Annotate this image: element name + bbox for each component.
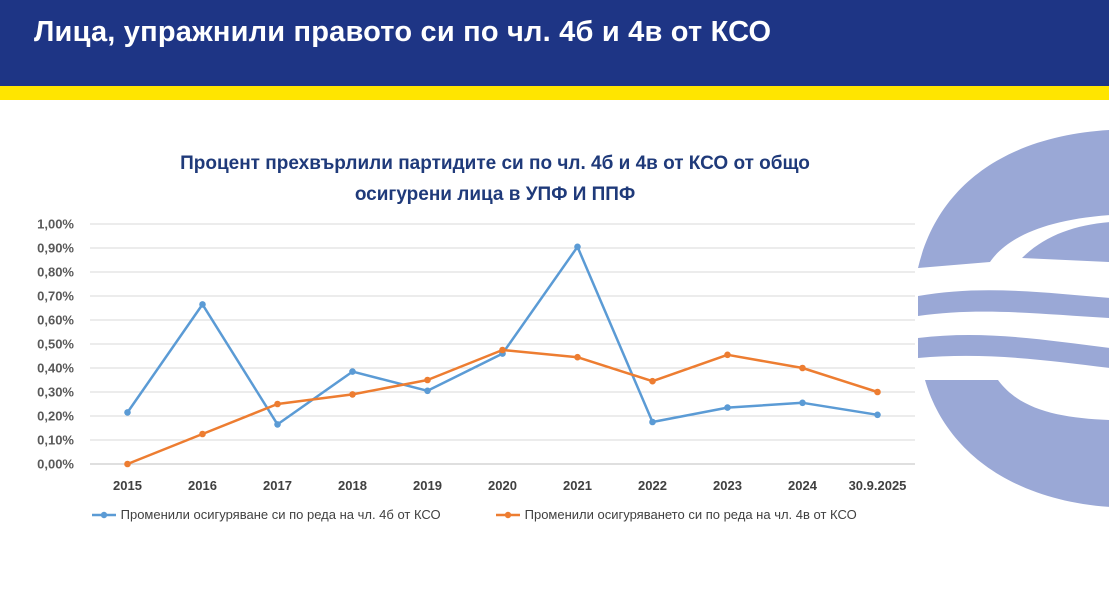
data-point [424,376,431,384]
legend-label-4b: Променили осигуряване си по реда на чл. … [120,507,441,523]
data-point [424,387,431,395]
yellow-stripe [0,86,1109,100]
data-point [799,399,806,407]
x-tick-label: 30.9.2025 [849,478,907,493]
chart-title-line-2: осигурени лица в УПФ И ППФ [354,184,636,205]
x-tick-label: 2022 [638,478,667,493]
y-tick-label: 0,10% [37,433,74,448]
chart-title: Процент прехвърлили партидите си по чл. … [100,148,890,210]
data-point [724,351,731,359]
page-title: Лица, упражнили правото си по чл. 4б и 4… [34,16,772,48]
data-point [649,418,656,426]
x-tick-label: 2021 [563,478,592,493]
x-tick-label: 2017 [263,478,292,493]
data-point [274,400,281,408]
data-point [649,377,656,385]
data-point [574,353,581,361]
data-point [874,388,881,396]
x-tick-label: 2015 [113,478,142,493]
chart-title-line-1: Процент прехвърлили партидите си по чл. … [180,153,810,174]
legend-marker-4b [92,511,116,518]
series-line-4v [126,348,879,466]
x-tick-label: 2023 [713,478,742,493]
data-point [799,364,806,372]
series-line-4b [126,245,879,426]
chart-legend: Променили осигуряване си по реда на чл. … [91,506,921,526]
y-tick-label: 0,90% [37,241,74,256]
x-tick-label: 2019 [413,478,442,493]
legend-marker-4v [496,511,520,518]
x-tick-label: 2020 [488,478,517,493]
x-tick-label: 2024 [788,478,818,493]
data-point [349,391,356,398]
legend-label-4v: Променили осигуряването си по реда на чл… [524,507,857,523]
data-point [199,430,206,438]
data-point [124,460,131,468]
y-tick-label: 1,00% [37,217,74,232]
data-point [274,421,281,428]
data-point [574,243,581,251]
y-tick-label: 0,20% [37,409,74,424]
header-bar: Лица, упражнили правото си по чл. 4б и 4… [0,0,1109,86]
data-point [124,409,131,416]
y-tick-label: 0,00% [37,457,74,472]
y-tick-label: 0,40% [37,361,74,376]
y-tick-label: 0,80% [37,265,74,280]
y-tick-label: 0,70% [37,289,74,304]
data-point [199,301,206,308]
legend-item-4b: Променили осигуряване си по реда на чл. … [91,506,441,522]
data-point [349,368,356,375]
legend-item-4v: Променили осигуряването си по реда на чл… [495,506,857,522]
y-tick-label: 0,30% [37,385,74,400]
x-tick-label: 2018 [338,478,367,493]
x-tick-label: 2016 [188,478,217,493]
data-point [874,411,881,419]
data-point [724,404,731,411]
y-tick-label: 0,60% [37,313,74,328]
y-tick-label: 0,50% [37,337,74,352]
data-point [499,346,506,354]
